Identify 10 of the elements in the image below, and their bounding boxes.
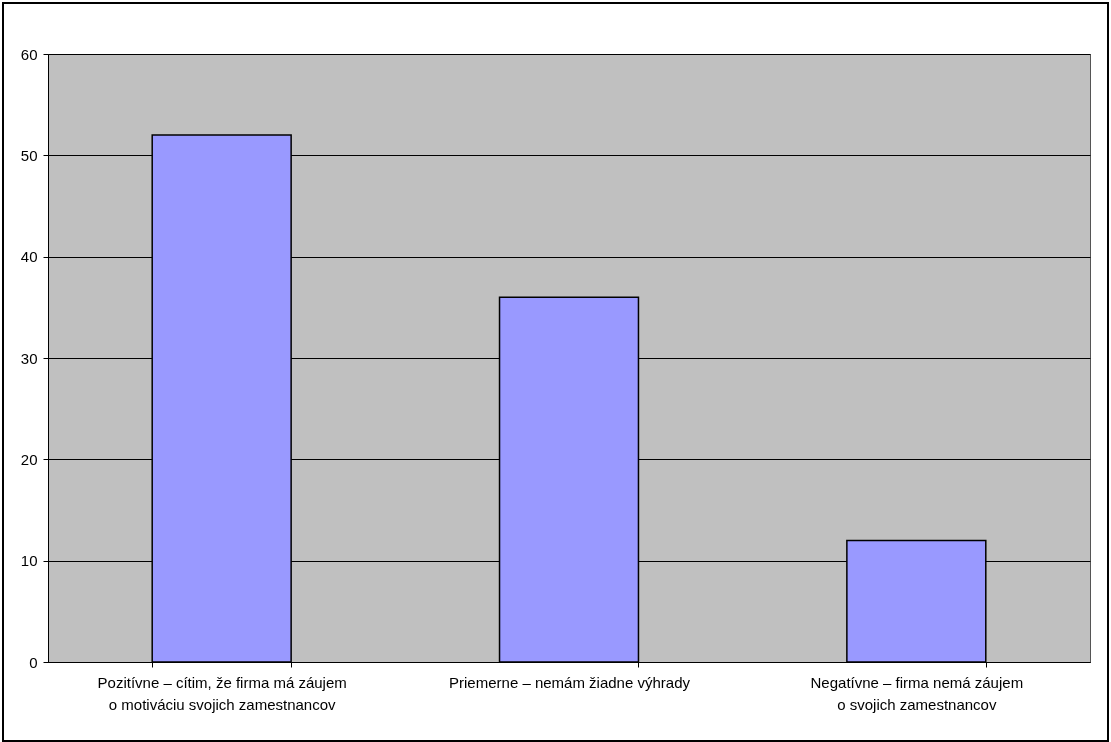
y-tick-label: 30 — [20, 349, 38, 367]
y-tick-label: 40 — [20, 248, 38, 266]
x-tick-label: Pozitívne – cítim, že firma má záujem o motiváciu svojich zamestnancov — [97, 673, 347, 713]
y-tick-label: 20 — [20, 450, 38, 468]
y-tick-label: 10 — [20, 552, 38, 570]
x-tick-label: Priemerne – nemám žiadne výhrady — [449, 673, 691, 691]
y-tick-label: 0 — [29, 653, 38, 671]
x-tick-label: Negatívne – firma nemá záujem o svojich zamestnancov — [810, 673, 1024, 713]
y-tick-label: 50 — [20, 146, 38, 164]
y-tick-label: 60 — [20, 45, 38, 63]
